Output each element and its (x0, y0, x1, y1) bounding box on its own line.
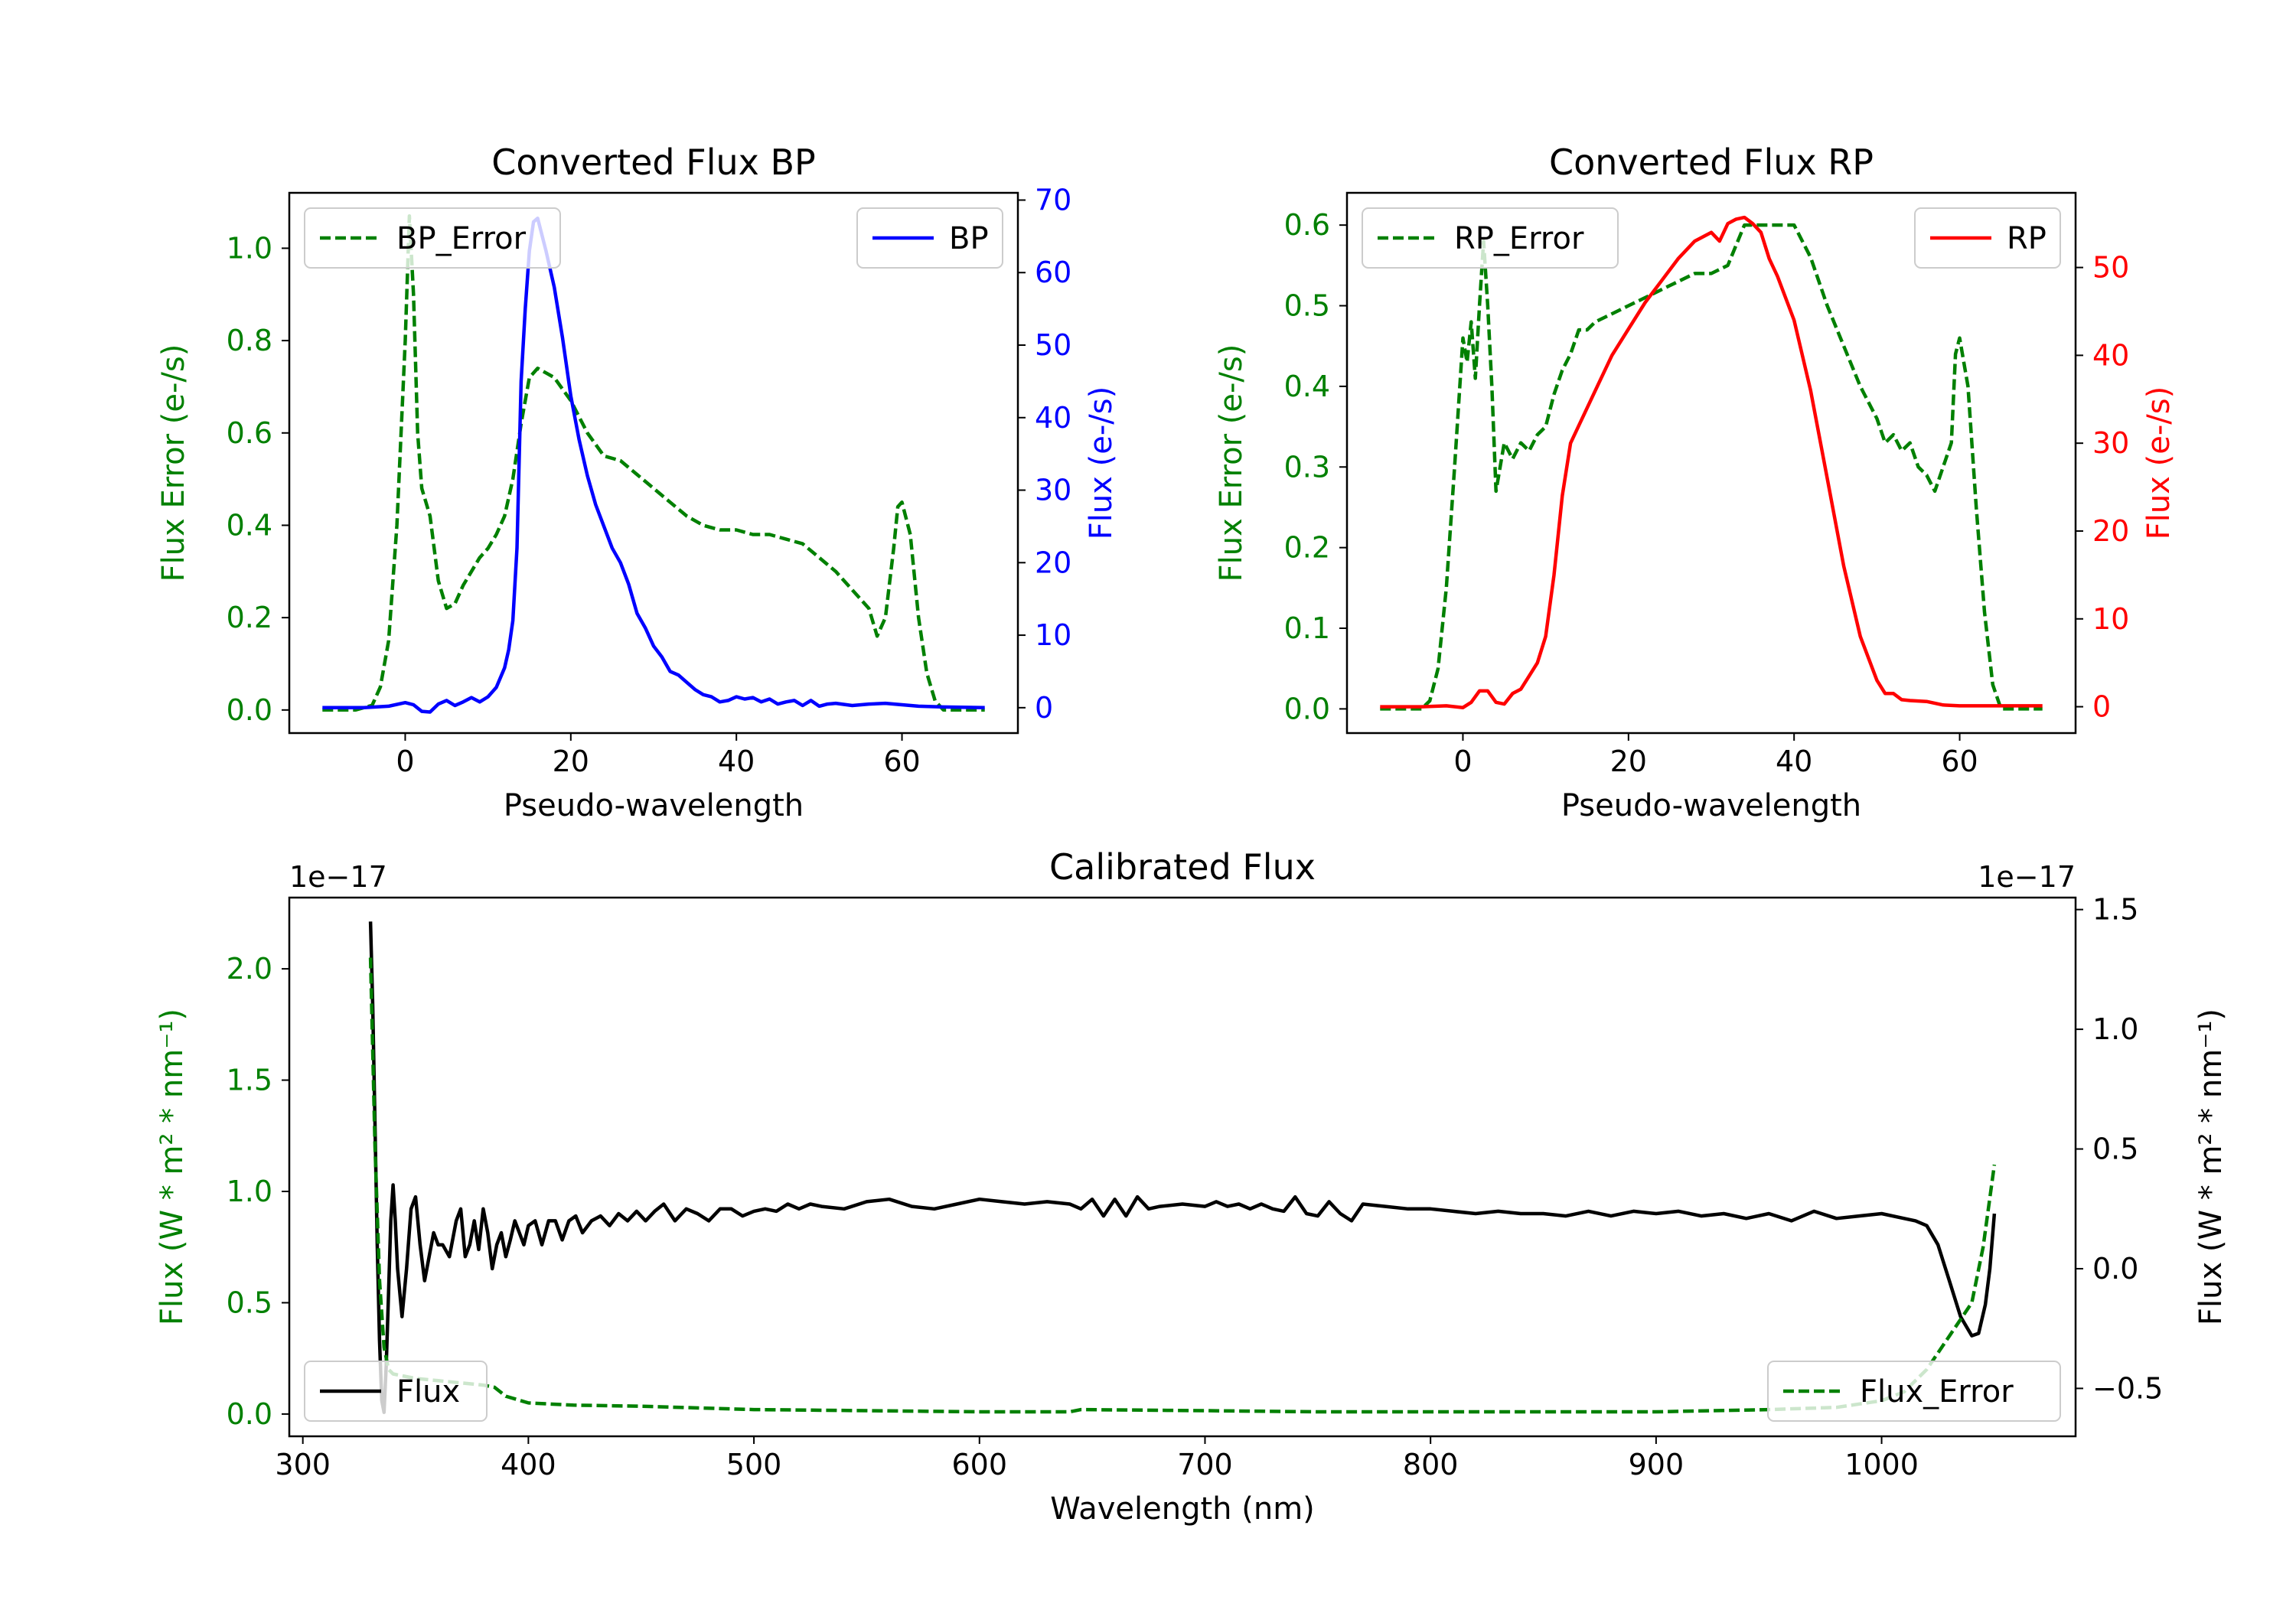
x-tick-label: 40 (718, 745, 755, 778)
right-y-tick-label: 60 (1035, 256, 1071, 289)
right-y-axis-label: Flux (W * m² * nm⁻¹) (2193, 1009, 2229, 1325)
left-y-tick-label: 1.0 (227, 1175, 272, 1208)
right-y-tick-label: 30 (2092, 426, 2129, 460)
x-tick-label: 60 (883, 745, 920, 778)
chart-bp: 0 20 40 60 0.0 0.2 0.4 0.6 0.8 1.0 0 10 20 30 40 50 60 70… (156, 142, 1119, 823)
left-y-tick-label: 1.0 (227, 231, 272, 265)
legend-box (1767, 1361, 2061, 1422)
plot-frame (288, 896, 2077, 1438)
right-y-tick-label: 0 (1035, 691, 1053, 725)
chart-title: Calibrated Flux (1049, 846, 1316, 888)
legend-rp-error: RP_Error (1362, 207, 1619, 269)
series-line-flux (368, 921, 1997, 1414)
left-y-tick-label: 0.0 (227, 693, 272, 727)
left-y-tick-label: 0.1 (1284, 611, 1330, 645)
x-tick-label: 60 (1941, 745, 1978, 778)
x-tick-label: 300 (275, 1448, 331, 1481)
x-tick-label: 0 (1453, 745, 1472, 778)
legend-flux: Flux (304, 1361, 488, 1422)
x-tick-label: 0 (396, 745, 414, 778)
plot-frame (288, 191, 1019, 735)
legend-label: RP_Error (1454, 221, 1584, 256)
x-tick-label: 700 (1177, 1448, 1233, 1481)
legend-label: BP_Error (396, 221, 527, 256)
left-y-tick-label: 0.3 (1284, 450, 1330, 484)
right-y-tick-label: 10 (2092, 602, 2129, 636)
x-tick-label: 900 (1629, 1448, 1684, 1481)
right-y-tick-label: −0.5 (2092, 1371, 2163, 1405)
left-y-tick-label: 0.5 (227, 1286, 272, 1319)
right-y-tick-label: 20 (2092, 514, 2129, 548)
left-y-tick-label: 0.5 (1284, 289, 1330, 323)
right-y-axis-label: Flux (e-/s) (2141, 386, 2177, 539)
right-y-tick-label: 20 (1035, 546, 1071, 579)
right-y-tick-label: 70 (1035, 183, 1071, 217)
left-y-tick-label: 1.5 (227, 1064, 272, 1097)
x-axis-label: Pseudo-wavelength (504, 788, 804, 823)
x-tick-label: 800 (1403, 1448, 1459, 1481)
legend-bp: BP (856, 207, 1003, 269)
legend-label: RP (2007, 221, 2047, 256)
legend-box (1362, 207, 1619, 269)
legend-box (304, 1361, 488, 1422)
right-y-tick-label: 0.0 (2092, 1252, 2138, 1286)
x-tick-label: 40 (1776, 745, 1812, 778)
right-y-tick-label: 0 (2092, 690, 2111, 724)
legend-box (304, 207, 561, 269)
chart-title: Converted Flux RP (1549, 142, 1874, 183)
left-y-tick-label: 0.4 (227, 508, 272, 542)
legend-label: Flux (396, 1374, 460, 1410)
left-y-tick-label: 2.0 (227, 952, 272, 986)
left-y-axis-label: Flux Error (e-/s) (1214, 344, 1249, 582)
x-tick-label: 20 (553, 745, 589, 778)
chart-rp: 0 20 40 60 0.0 0.1 0.2 0.3 0.4 0.5 0.6 0 10 20 30 40 50 C… (1214, 142, 2177, 823)
left-offset-text: 1e−17 (289, 860, 387, 894)
legend-label: BP (949, 221, 989, 256)
plot-frame (1345, 191, 2077, 735)
left-y-tick-label: 0.4 (1284, 370, 1330, 403)
right-y-tick-label: 1.5 (2092, 893, 2138, 927)
left-y-tick-label: 0.0 (1284, 692, 1330, 725)
right-y-tick-label: 50 (2092, 251, 2129, 285)
legend-rp: RP (1914, 207, 2061, 269)
right-y-tick-label: 10 (1035, 618, 1071, 652)
series-line-rp-error (1380, 223, 2043, 711)
legend-flux-error: Flux_Error (1767, 1361, 2061, 1422)
legend-label: Flux_Error (1860, 1374, 2014, 1410)
x-tick-label: 500 (726, 1448, 782, 1481)
legend-bp-error: BP_Error (304, 207, 561, 269)
x-tick-label: 600 (952, 1448, 1008, 1481)
x-tick-label: 400 (501, 1448, 556, 1481)
left-y-tick-label: 0.6 (227, 416, 272, 450)
right-y-tick-label: 30 (1035, 474, 1071, 507)
left-y-tick-label: 0.6 (1284, 208, 1330, 242)
right-y-tick-label: 50 (1035, 328, 1071, 362)
x-tick-label: 20 (1610, 745, 1647, 778)
x-axis-label: Wavelength (nm) (1050, 1491, 1315, 1527)
left-y-tick-label: 0.2 (227, 601, 272, 634)
left-y-axis-label: Flux (W * m² * nm⁻¹) (155, 1009, 190, 1325)
right-y-axis-label: Flux (e-/s) (1084, 386, 1119, 539)
left-y-axis-label: Flux Error (e-/s) (156, 344, 191, 582)
x-axis-label: Pseudo-wavelength (1561, 788, 1861, 823)
right-offset-text: 1e−17 (1978, 860, 2076, 894)
left-y-tick-label: 0.2 (1284, 531, 1330, 565)
left-y-tick-label: 0.0 (227, 1397, 272, 1431)
right-y-tick-label: 40 (2092, 338, 2129, 372)
series-line-rp (1380, 215, 2043, 709)
chart-calibrated: 300 400 500 600 700 800 900 1000 0.0 0.5 1.0 1.5 2.0… (155, 846, 2229, 1527)
series-line-bp (322, 216, 985, 714)
x-tick-label: 1000 (1844, 1448, 1919, 1481)
chart-title: Converted Flux BP (491, 142, 816, 183)
series-line-bp-error (322, 213, 985, 712)
right-y-tick-label: 1.0 (2092, 1012, 2138, 1046)
right-y-tick-label: 0.5 (2092, 1133, 2138, 1166)
right-y-tick-label: 40 (1035, 401, 1071, 435)
left-y-tick-label: 0.8 (227, 324, 272, 357)
